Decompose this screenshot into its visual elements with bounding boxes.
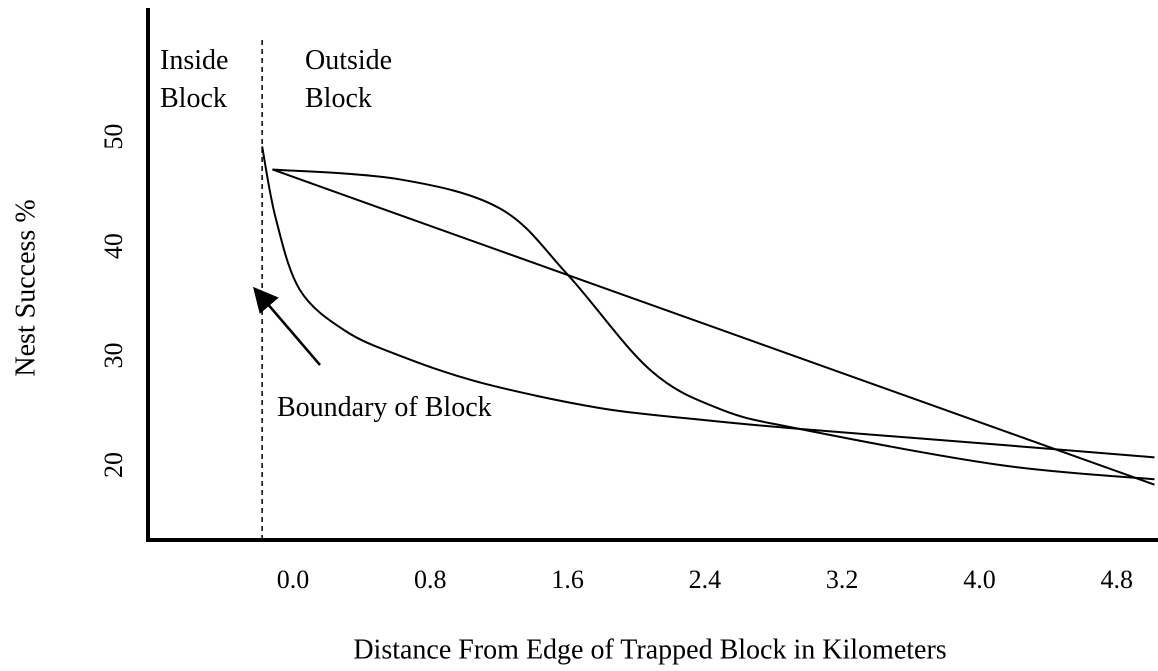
x-tick-label: 0.0 <box>277 565 310 594</box>
arrow <box>252 286 321 366</box>
line <box>272 168 1155 486</box>
annotation: Inside Block <box>160 45 229 114</box>
y-tick-label: 20 <box>99 452 128 478</box>
annotation: Boundary of Block <box>277 392 492 423</box>
x-tick-label: 0.8 <box>414 565 447 594</box>
x-tick-label: 3.2 <box>826 565 859 594</box>
x-tick-label: 4.8 <box>1100 565 1133 594</box>
y-tick-label: 40 <box>99 233 128 259</box>
x-axis-label: Distance From Edge of Trapped Block in K… <box>353 634 946 665</box>
line <box>272 168 1155 481</box>
y-tick-label: 50 <box>99 124 128 150</box>
x-tick-label: 4.0 <box>963 565 996 594</box>
y-axis-label: Nest Success % <box>10 199 41 376</box>
line <box>261 146 1155 459</box>
x-tick-label: 1.6 <box>551 565 584 594</box>
x-tick-label: 2.4 <box>689 565 722 594</box>
annotation: Outside Block <box>305 45 393 114</box>
y-tick-label: 30 <box>99 343 128 369</box>
